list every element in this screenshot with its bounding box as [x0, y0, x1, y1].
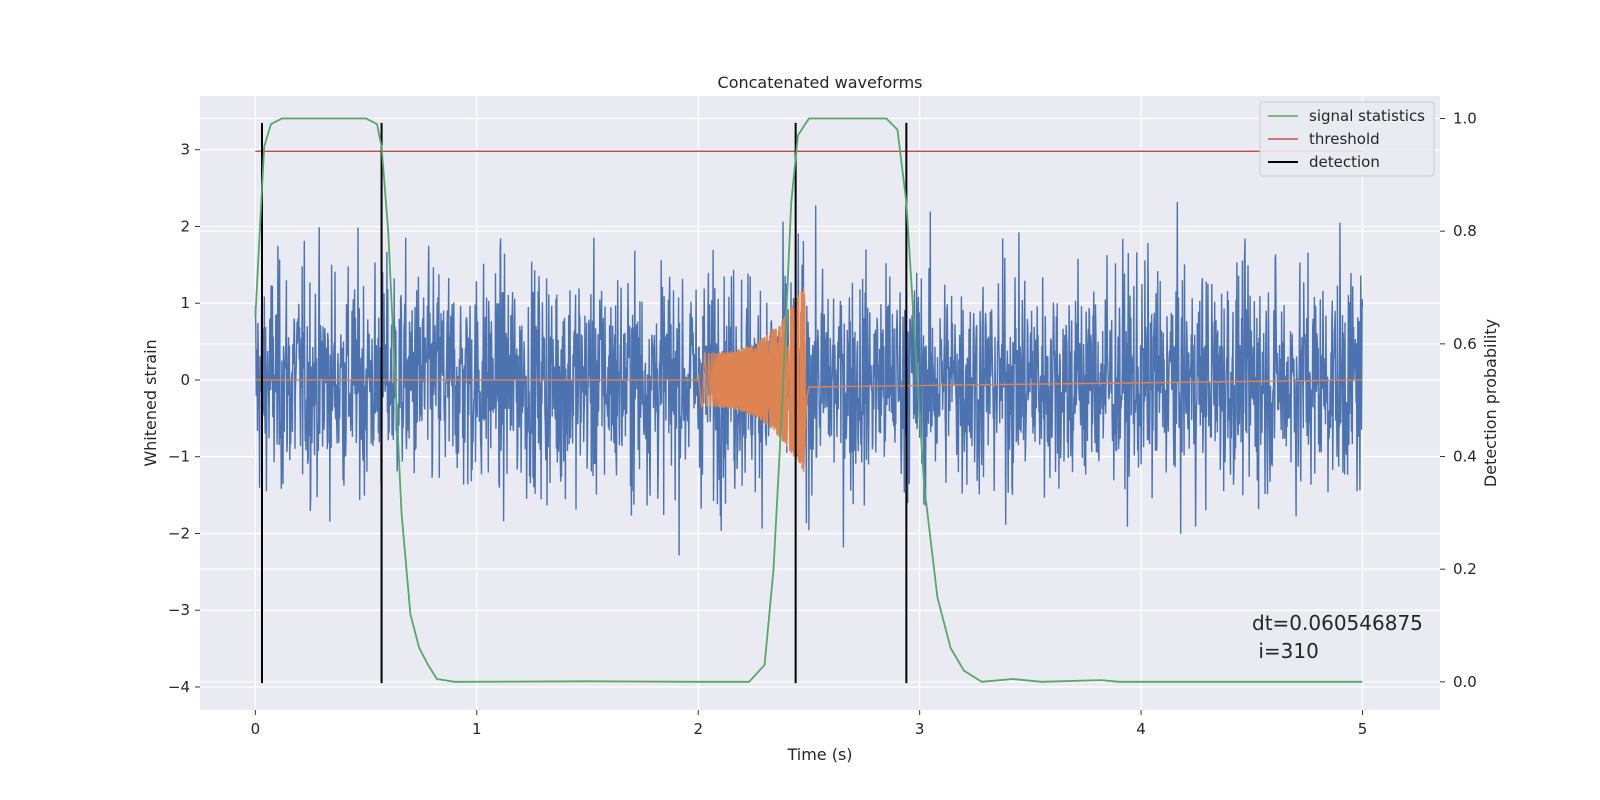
y-tick-label-3: −1 [168, 448, 190, 466]
x-tick-label-5: 5 [1358, 720, 1368, 738]
x-tick-label-2: 2 [693, 720, 703, 738]
legend-box [1259, 101, 1435, 177]
y2-axis-ticks: 0.0 0.2 0.4 0.6 0.8 1.0 [1440, 110, 1477, 691]
y-tick-label-1: −3 [168, 601, 190, 619]
y2-tick-label-1: 0.2 [1453, 560, 1477, 578]
signal-statistics-line [254, 117, 1363, 683]
y-tick-label-0: −4 [168, 678, 190, 696]
y2-tick-label-3: 0.6 [1453, 335, 1477, 353]
y-axis-ticks: −4 −3 −2 −1 0 1 2 3 [168, 141, 200, 696]
legend: signal statistics threshold detection [1259, 101, 1435, 177]
x-axis-ticks: 0 1 2 3 4 5 [251, 710, 1368, 738]
y2-tick-label-5: 1.0 [1453, 110, 1477, 128]
y-tick-label-4: 0 [180, 371, 190, 389]
strain-line [254, 201, 1364, 556]
y-tick-label-6: 2 [180, 217, 190, 235]
y2-tick-label-0: 0.0 [1453, 673, 1477, 691]
annotation-dt: dt=0.060546875 [1252, 611, 1423, 635]
chart-title: Concatenated waveforms [718, 73, 923, 92]
template-line [255, 287, 1363, 472]
legend-label-signal-statistics: signal statistics [1309, 107, 1425, 125]
x-axis-label: Time (s) [786, 745, 852, 764]
y-tick-label-2: −2 [168, 524, 190, 542]
x-tick-label-0: 0 [251, 720, 261, 738]
x-tick-label-1: 1 [472, 720, 482, 738]
legend-label-detection: detection [1309, 153, 1380, 171]
template-series [255, 287, 1363, 472]
annotation-i: i=310 [1252, 639, 1319, 663]
strain-series [254, 201, 1364, 556]
y-tick-label-5: 1 [180, 294, 190, 312]
y2-tick-label-2: 0.4 [1453, 448, 1477, 466]
y-tick-label-7: 3 [180, 141, 190, 159]
legend-label-threshold: threshold [1309, 130, 1380, 148]
signal-statistics-series [254, 117, 1363, 683]
y-axis-label: Whitened strain [141, 339, 160, 466]
x-tick-label-4: 4 [1136, 720, 1146, 738]
y2-tick-label-4: 0.8 [1453, 222, 1477, 240]
detection-series [261, 122, 908, 684]
y2-axis-label: Detection probability [1481, 319, 1500, 487]
x-tick-label-3: 3 [915, 720, 925, 738]
